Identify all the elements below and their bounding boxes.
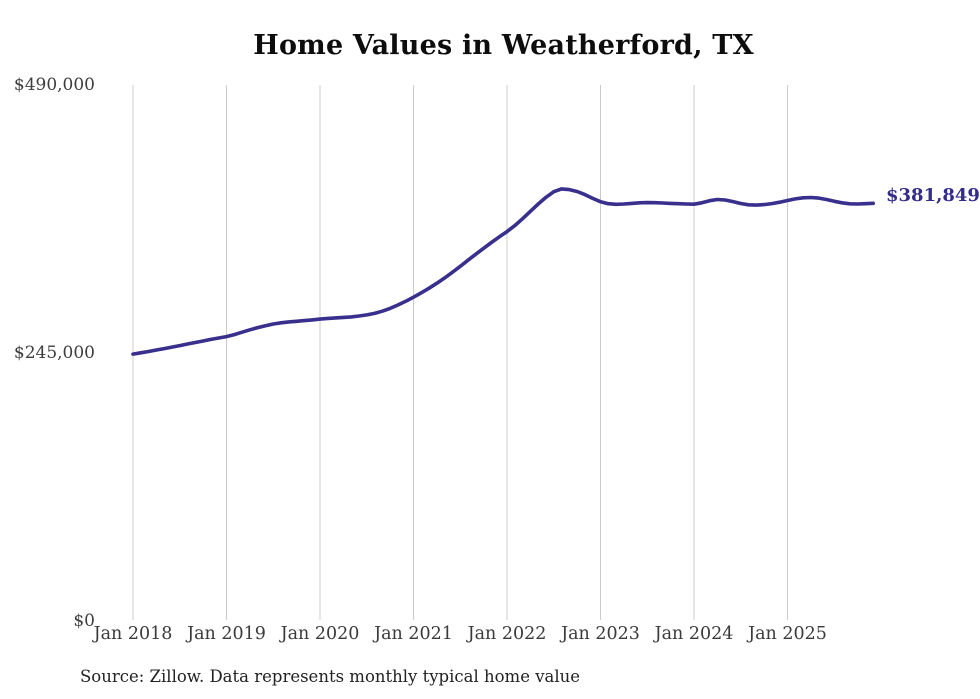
source-note: Source: Zillow. Data represents monthly … (80, 667, 581, 686)
y-axis-tick-label-490000: $490,000 (13, 75, 95, 95)
x-axis-tick-label: Jan 2023 (561, 624, 640, 644)
x-axis-tick-label: Jan 2019 (187, 624, 266, 644)
home-value-line (131, 187, 875, 356)
y-axis-tick-label-245000: $245,000 (13, 343, 95, 363)
x-axis-tick-label: Jan 2020 (280, 624, 360, 644)
x-axis-tick-label: Jan 2021 (374, 624, 453, 644)
x-axis-tick-label: Jan 2018 (93, 624, 173, 644)
chart-title: Home Values in Weatherford, TX (253, 30, 754, 61)
y-axis-tick-label-0: $0 (73, 611, 95, 631)
x-axis-tick-label: Jan 2025 (748, 624, 827, 644)
latest-value-label: $381,849 (886, 185, 980, 206)
x-axis-tick-label: Jan 2024 (654, 624, 734, 644)
x-axis-tick-label: Jan 2022 (467, 624, 547, 644)
